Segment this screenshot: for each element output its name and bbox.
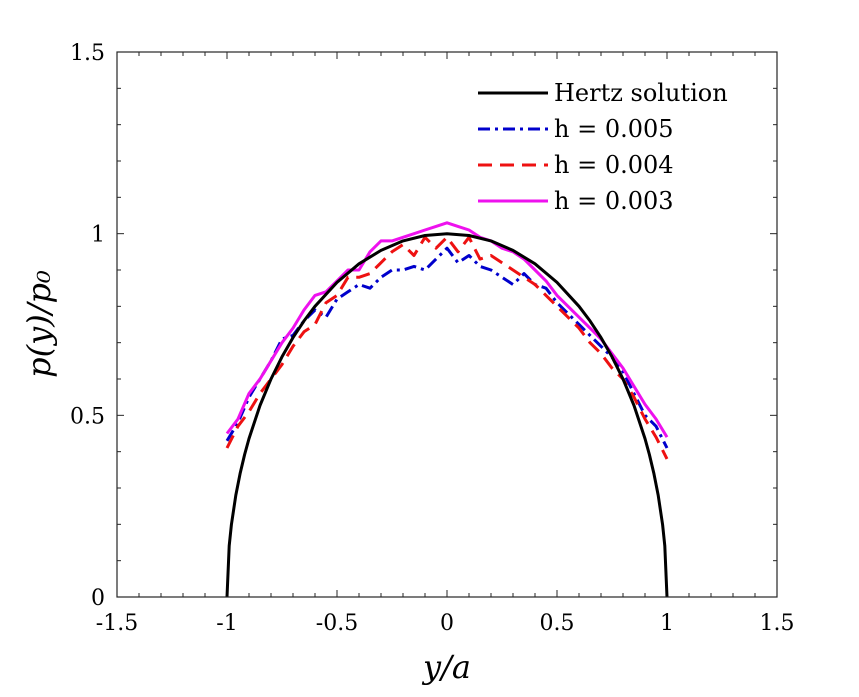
- tick-labels: -1.5 -1 -0.5 0 0.5 1 1.5 0 0.5 1 1.5: [70, 41, 795, 636]
- legend-label: h = 0.005: [554, 115, 674, 143]
- y-tick-label: 1.5: [70, 41, 105, 66]
- series-group: [225, 221, 669, 598]
- legend-label: h = 0.003: [554, 187, 674, 215]
- y-tick-label: 0.5: [70, 404, 105, 429]
- series-line-0: [225, 232, 669, 598]
- series-line-3: [225, 221, 669, 438]
- x-axis-label: y/a: [421, 648, 471, 686]
- plot-frame: [116, 51, 778, 598]
- series-line-2: [225, 235, 669, 460]
- x-tick-label: -1.5: [96, 611, 138, 636]
- y-tick-label: 0: [91, 586, 105, 611]
- plot-area: [117, 52, 777, 597]
- y-tick-label: 1: [91, 223, 105, 248]
- y-axis-label: p(y)/p₀: [20, 270, 58, 378]
- series-line-1: [225, 246, 669, 449]
- x-tick-label: 0.5: [540, 611, 575, 636]
- legend-label: h = 0.004: [554, 151, 674, 179]
- x-tick-label: -0.5: [316, 611, 358, 636]
- x-tick-label: 1.5: [760, 611, 795, 636]
- legend: Hertz solution h = 0.005 h = 0.004 h = 0.00…: [478, 79, 728, 215]
- legend-label: Hertz solution: [554, 79, 728, 107]
- x-tick-label: -1: [216, 611, 237, 636]
- x-tick-label: 1: [660, 611, 674, 636]
- x-tick-label: 0: [440, 611, 454, 636]
